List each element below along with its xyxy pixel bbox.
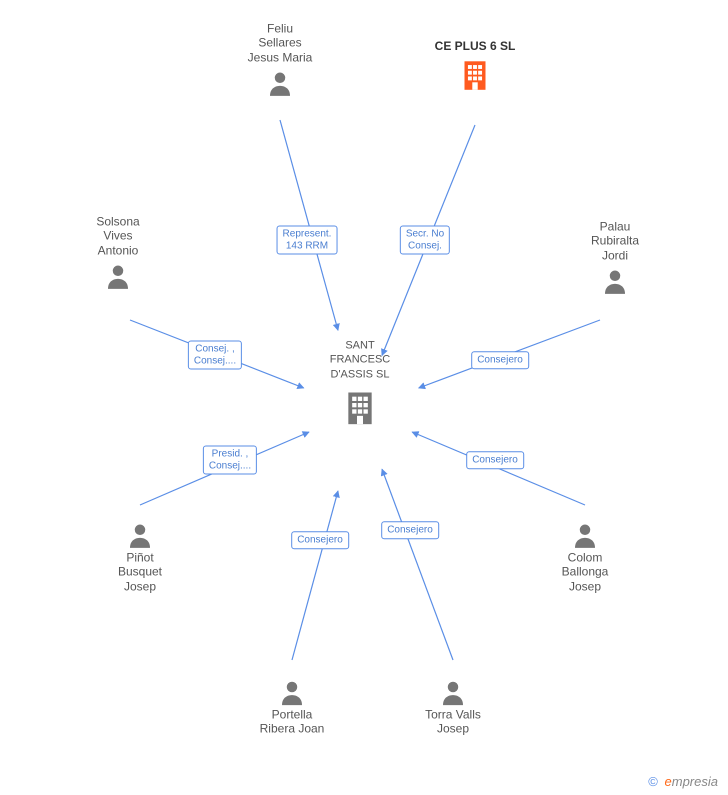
node-label: CE PLUS 6 SL — [415, 39, 535, 53]
person-icon — [58, 262, 178, 292]
edge-portella — [292, 491, 338, 660]
brand-rest: mpresia — [672, 774, 718, 789]
edge-torra — [382, 469, 453, 660]
edge-label-solsona: Consej. , Consej.... — [188, 341, 242, 370]
node-label: Palau Rubiralta Jordi — [555, 219, 675, 262]
edge-label-feliu: Represent. 143 RRM — [277, 226, 338, 255]
building-icon — [415, 57, 535, 93]
node-portella[interactable]: Portella Ribera Joan — [232, 674, 352, 737]
node-label: Piñot Busquet Josep — [80, 550, 200, 593]
center-node-icon — [340, 388, 380, 433]
node-colom[interactable]: Colom Ballonga Josep — [525, 516, 645, 593]
person-icon — [525, 520, 645, 550]
node-solsona[interactable]: Solsona Vives Antonio — [58, 214, 178, 291]
node-ceplus[interactable]: CE PLUS 6 SL — [415, 39, 535, 93]
person-icon — [393, 678, 513, 708]
node-label: Solsona Vives Antonio — [58, 214, 178, 257]
edge-label-palau: Consejero — [471, 351, 529, 369]
node-palau[interactable]: Palau Rubiralta Jordi — [555, 219, 675, 296]
copyright-symbol: © — [648, 774, 658, 789]
edge-label-portella: Consejero — [291, 531, 349, 549]
person-icon — [80, 520, 200, 550]
edge-label-torra: Consejero — [381, 521, 439, 539]
node-pinot[interactable]: Piñot Busquet Josep — [80, 516, 200, 593]
node-label: Portella Ribera Joan — [232, 708, 352, 737]
brand-first-letter: e — [665, 774, 672, 789]
person-icon — [555, 267, 675, 297]
node-label: Torra Valls Josep — [393, 708, 513, 737]
center-node-label: SANT FRANCESC D'ASSIS SL — [330, 339, 391, 382]
node-label: Feliu Sellares Jesus Maria — [220, 21, 340, 64]
edge-label-ceplus: Secr. No Consej. — [400, 226, 450, 255]
node-feliu[interactable]: Feliu Sellares Jesus Maria — [220, 21, 340, 98]
person-icon — [220, 69, 340, 99]
watermark: © empresia — [648, 774, 718, 789]
edge-label-pinot: Presid. , Consej.... — [203, 446, 257, 475]
person-icon — [232, 678, 352, 708]
node-label: Colom Ballonga Josep — [525, 550, 645, 593]
node-torra[interactable]: Torra Valls Josep — [393, 674, 513, 737]
network-diagram: SANT FRANCESC D'ASSIS SL Feliu Sellares … — [0, 0, 728, 795]
edge-label-colom: Consejero — [466, 451, 524, 469]
